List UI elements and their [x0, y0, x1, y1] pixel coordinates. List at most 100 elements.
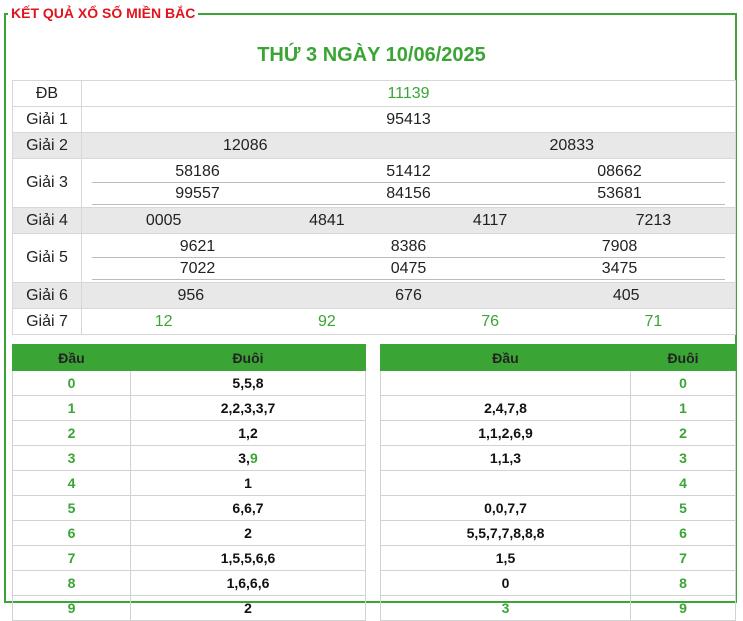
head-digits	[380, 470, 631, 496]
tail-digits-text: 3,	[238, 450, 250, 466]
head-digit: 0	[12, 370, 131, 396]
row-g3: Giải 3 58186 51412 08662 99557 84156 536…	[12, 158, 736, 208]
tail-digits-text: 6,6,7	[232, 500, 264, 516]
tail-digits: 1,6,6,6	[130, 570, 366, 596]
table-row: 7 1,5,5,6,6	[12, 545, 366, 571]
head-digits: 1,1,2,6,9	[380, 420, 631, 446]
head-digit: 1	[12, 395, 131, 421]
tail-digits-text: 2	[244, 525, 252, 541]
frame-legend: KẾT QUẢ XỔ SỐ MIỀN BẮC	[8, 4, 199, 22]
table-row: 1,1,2,6,9 2	[380, 420, 736, 446]
tail-digits-text: 2,2,3,3,7	[220, 400, 276, 416]
prize-label: Giải 5	[12, 233, 82, 283]
head-digit: 2	[12, 420, 131, 446]
table-row: 3 3,9	[12, 445, 366, 471]
tail-digits: 2,2,3,3,7	[130, 395, 366, 421]
table-row: 2 1,2	[12, 420, 366, 446]
tail-digit: 5	[630, 495, 736, 521]
head-digit: 3	[12, 445, 131, 471]
head-digit: 5	[12, 495, 131, 521]
prize-value: 71	[644, 312, 663, 330]
prize-label: Giải 7	[12, 308, 82, 335]
prize-value: 84156	[386, 185, 431, 202]
head-digits: 2,4,7,8	[380, 395, 631, 421]
tail-digit: 0	[630, 370, 736, 396]
tail-digits-text: 1,6,6,6	[226, 575, 270, 591]
head-digits: 5,5,7,7,8,8,8	[380, 520, 631, 546]
prize-value: 0475	[390, 260, 427, 277]
row-g6: Giải 6 956 676 405	[12, 282, 736, 309]
table-row: 5,5,7,7,8,8,8 6	[380, 520, 736, 546]
prize-value: 12086	[223, 136, 268, 154]
tail-digits: 2	[130, 520, 366, 546]
prize-value: 7908	[601, 238, 638, 255]
table-row: 2,4,7,8 1	[380, 395, 736, 421]
tail-digits: 1	[130, 470, 366, 496]
head-digit: 4	[12, 470, 131, 496]
prize-value: 4117	[472, 211, 508, 229]
results-frame	[4, 13, 737, 603]
tail-digit-highlight: 9	[249, 450, 258, 466]
table-row: 0	[380, 370, 736, 396]
prize-label: Giải 4	[12, 207, 82, 234]
prize-label: ĐB	[12, 80, 82, 107]
tail-digits-text: 5,5,8	[232, 375, 264, 391]
prize-value: 8386	[390, 238, 427, 255]
table-row: 0 5,5,8	[12, 370, 366, 396]
loto-head-table: Đầu Đuôi 0 5,5,8 1 2,2,3,3,7 2 1,2 3 3,9 4 1 5 6,6,…	[12, 344, 366, 621]
table-row: 5 6,6,7	[12, 495, 366, 521]
tail-digit: 2	[630, 420, 736, 446]
head-digits: 0	[380, 570, 631, 596]
tail-digits-text: 2	[244, 600, 252, 616]
head-digit: 6	[12, 520, 131, 546]
prize-value: 53681	[597, 185, 642, 202]
prize-value: 51412	[386, 163, 431, 180]
tail-digits: 1,5,5,6,6	[130, 545, 366, 571]
prize-label: Giải 1	[12, 106, 82, 133]
row-g4: Giải 4 0005 4841 4117 7213	[12, 207, 736, 234]
head-digits: 0,0,7,7	[380, 495, 631, 521]
prize-value: 3475	[601, 260, 638, 277]
table-row: 0,0,7,7 5	[380, 495, 736, 521]
tail-digits-text: 1,5,5,6,6	[220, 550, 276, 566]
head-digits: 3	[380, 595, 631, 621]
prize-value: 08662	[597, 163, 642, 180]
head-digits	[380, 370, 631, 396]
prize-value: 76	[481, 312, 500, 330]
head-digits: 1,1,3	[380, 445, 631, 471]
tail-digit: 4	[630, 470, 736, 496]
tail-digits: 5,5,8	[130, 370, 366, 396]
loto-tail-table: Đầu Đuôi 0 2,4,7,8 1 1,1,2,6,9 2 1,1,3 3 4 0,0,7…	[380, 344, 736, 621]
prize-value: 956	[177, 286, 205, 304]
prize-value: 0005	[145, 211, 182, 229]
head-digits: 1,5	[380, 545, 631, 571]
tail-digits: 2	[130, 595, 366, 621]
prize-value: 9621	[179, 238, 216, 255]
tail-digits: 3,9	[130, 445, 366, 471]
tail-digits-text: 1,2	[238, 425, 258, 441]
table-row: 1 2,2,3,3,7	[12, 395, 366, 421]
tail-digit: 1	[630, 395, 736, 421]
prize-label: Giải 6	[12, 282, 82, 309]
page-title: THỨ 3 NGÀY 10/06/2025	[257, 44, 486, 66]
prize-value: 11139	[81, 80, 736, 107]
prize-value: 12	[154, 312, 173, 330]
column-header-head: Đầu	[12, 344, 131, 371]
prize-value: 7213	[635, 211, 672, 229]
results-table: ĐB 11139 Giải 1 95413 Giải 2 12086 20833…	[12, 80, 736, 335]
prize-value: 92	[317, 312, 336, 330]
column-header-tail: Đuôi	[130, 344, 366, 371]
prize-value: 7022	[179, 260, 216, 277]
tail-digit: 3	[630, 445, 736, 471]
table-row: 4	[380, 470, 736, 496]
tail-digit: 8	[630, 570, 736, 596]
row-g7: Giải 7 12 92 76 71	[12, 308, 736, 335]
head-digit: 8	[12, 570, 131, 596]
row-g1: Giải 1 95413	[12, 106, 736, 133]
column-header-tail: Đuôi	[630, 344, 736, 371]
prize-value: 20833	[549, 136, 595, 154]
prize-label: Giải 2	[12, 132, 82, 159]
